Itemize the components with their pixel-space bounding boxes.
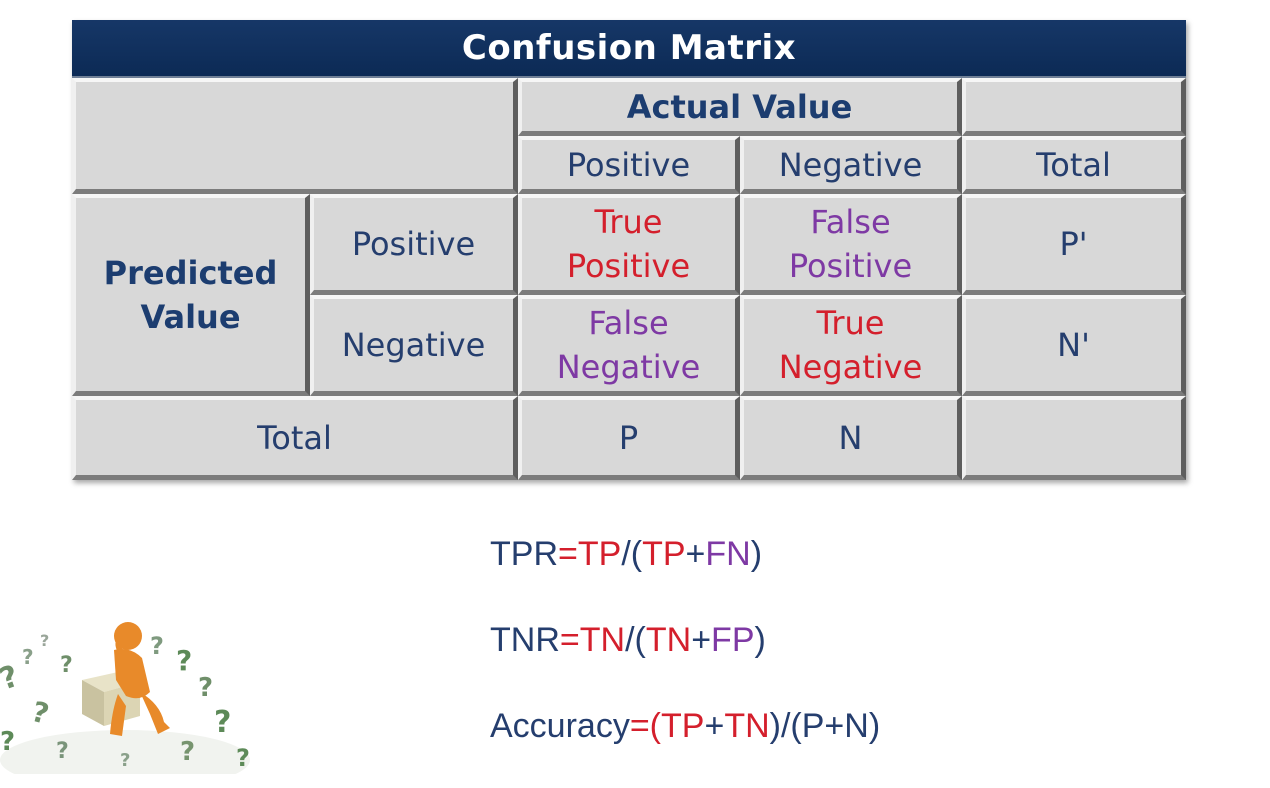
col-header-total: Total <box>962 136 1186 194</box>
tpr-plus: + <box>685 535 706 573</box>
true-positive-cell: True Positive <box>518 194 740 295</box>
acc-mid: )/(P+N) <box>769 707 881 745</box>
tn-line2: Negative <box>778 348 923 386</box>
acc-plus: + <box>704 707 725 745</box>
tnr-formula: TNR=TN/(TN+FP) <box>490 616 880 702</box>
top-right-blank-cell <box>962 78 1186 136</box>
tnr-label: TNR <box>490 621 560 659</box>
tpr-close: ) <box>750 535 763 573</box>
top-left-blank-cell <box>72 78 518 194</box>
tnr-tn: TN <box>579 621 626 659</box>
svg-text:?: ? <box>198 673 213 703</box>
svg-text:?: ? <box>120 750 130 771</box>
acc-tp: TP <box>661 707 705 745</box>
fp-line1: False <box>810 203 891 241</box>
actual-value-header: Actual Value <box>518 78 962 136</box>
tpr-formula: TPR=TP/(TP+FN) <box>490 530 880 616</box>
tnr-plus: + <box>691 621 712 659</box>
acc-eq: =( <box>629 707 662 745</box>
tn-line1: True <box>816 304 885 342</box>
tnr-tn2: TN <box>645 621 692 659</box>
predicted-header-line2: Value <box>140 297 241 336</box>
svg-text:?: ? <box>0 659 23 698</box>
tnr-eq: = <box>559 621 580 659</box>
accuracy-formula: Accuracy=(TP+TN)/(P+N) <box>490 702 880 788</box>
true-negative-cell: True Negative <box>740 295 962 396</box>
tnr-slash: /( <box>625 621 646 659</box>
tpr-label: TPR <box>490 535 558 573</box>
matrix-title: Confusion Matrix <box>72 20 1186 78</box>
formulas-block: TPR=TP/(TP+FN) TNR=TN/(TN+FP) Accuracy=(… <box>490 530 880 788</box>
svg-text:?: ? <box>28 695 52 731</box>
col-header-positive: Positive <box>518 136 740 194</box>
predicted-header-line1: Predicted <box>103 253 278 292</box>
tpr-tp2: TP <box>642 535 686 573</box>
n-total-cell: N <box>740 396 962 480</box>
tpr-fn: FN <box>705 535 751 573</box>
svg-text:?: ? <box>180 737 195 767</box>
row-header-negative: Negative <box>310 295 518 396</box>
predicted-value-header: Predicted Value <box>72 194 310 396</box>
fp-line2: Positive <box>788 247 913 285</box>
acc-label: Accuracy <box>490 707 630 745</box>
fn-line1: False <box>588 304 669 342</box>
svg-text:?: ? <box>22 645 34 669</box>
svg-text:?: ? <box>236 744 250 772</box>
svg-text:?: ? <box>40 631 49 650</box>
confusion-matrix-table: Confusion Matrix Actual Value Positive N… <box>72 20 1186 480</box>
svg-text:?: ? <box>56 739 69 764</box>
n-prime-cell: N' <box>962 295 1186 396</box>
tnr-fp: FP <box>711 621 755 659</box>
svg-text:?: ? <box>150 632 164 660</box>
tp-line1: True <box>594 203 663 241</box>
svg-text:?: ? <box>176 644 192 677</box>
col-header-negative: Negative <box>740 136 962 194</box>
acc-tn: TN <box>724 707 770 745</box>
p-prime-cell: P' <box>962 194 1186 295</box>
false-negative-cell: False Negative <box>518 295 740 396</box>
svg-text:?: ? <box>0 727 15 757</box>
svg-text:?: ? <box>60 653 73 678</box>
tpr-slash: /( <box>621 535 643 573</box>
tpr-tp: TP <box>577 535 622 573</box>
row-header-total: Total <box>72 396 518 480</box>
bottom-right-blank-cell <box>962 396 1186 480</box>
tpr-eq: = <box>558 535 578 573</box>
false-positive-cell: False Positive <box>740 194 962 295</box>
p-total-cell: P <box>518 396 740 480</box>
row-header-positive: Positive <box>310 194 518 295</box>
thinking-figure-question-marks-icon: ? ? ? ? ? ? ? ? ? ? ? ? ? ? <box>0 610 270 788</box>
tnr-close: ) <box>754 621 766 659</box>
svg-text:?: ? <box>214 705 231 740</box>
tp-line2: Positive <box>566 247 691 285</box>
fn-line2: Negative <box>556 348 701 386</box>
